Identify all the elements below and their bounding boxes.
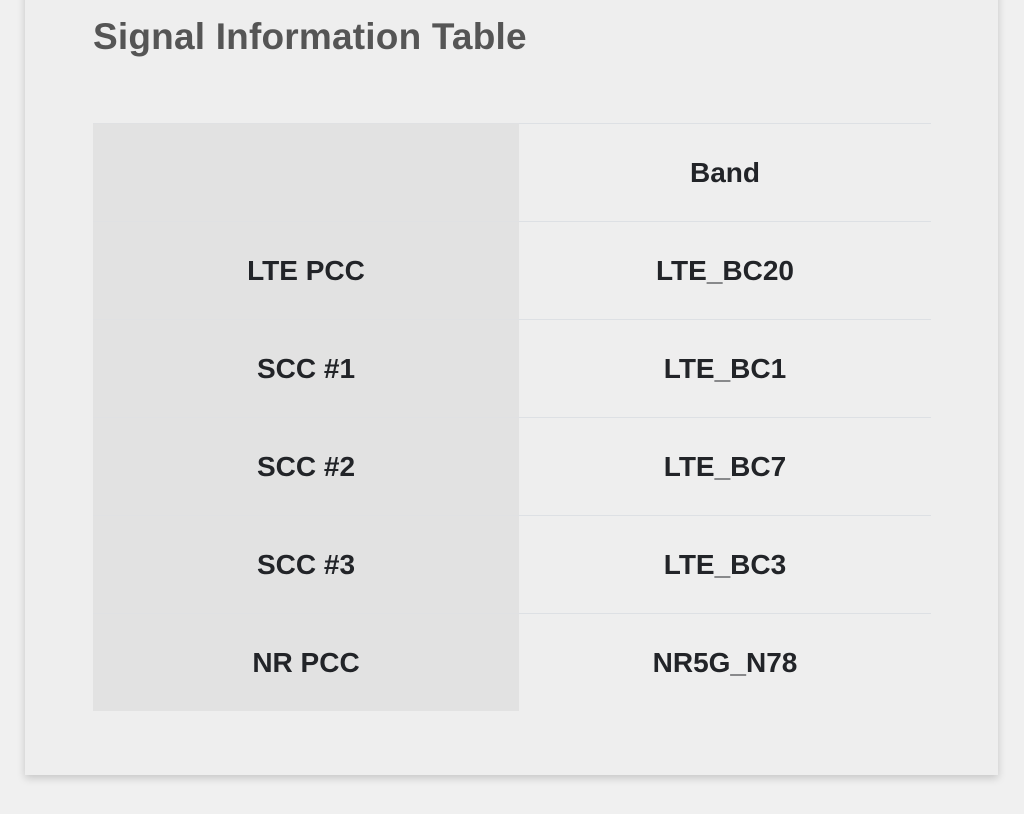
signal-information-table: Band LTE PCC LTE_BC20 SCC #1 LTE_BC1 SCC… bbox=[93, 123, 931, 711]
page-title: Signal Information Table bbox=[93, 16, 527, 57]
row-label: SCC #2 bbox=[93, 417, 519, 516]
row-band: NR5G_N78 bbox=[519, 613, 931, 711]
row-label: NR PCC bbox=[93, 613, 519, 711]
table-header-row: Band bbox=[93, 123, 931, 222]
header-cell-band: Band bbox=[519, 123, 931, 222]
row-label: LTE PCC bbox=[93, 221, 519, 320]
table-row: SCC #3 LTE_BC3 bbox=[93, 515, 931, 614]
row-label: SCC #1 bbox=[93, 319, 519, 418]
row-band: LTE_BC3 bbox=[519, 515, 931, 614]
table-row: SCC #1 LTE_BC1 bbox=[93, 319, 931, 418]
row-band: LTE_BC7 bbox=[519, 417, 931, 516]
table-row: NR PCC NR5G_N78 bbox=[93, 613, 931, 711]
header-cell-label bbox=[93, 123, 519, 222]
table-row: SCC #2 LTE_BC7 bbox=[93, 417, 931, 516]
row-label: SCC #3 bbox=[93, 515, 519, 614]
table-row: LTE PCC LTE_BC20 bbox=[93, 221, 931, 320]
row-band: LTE_BC20 bbox=[519, 221, 931, 320]
row-band: LTE_BC1 bbox=[519, 319, 931, 418]
